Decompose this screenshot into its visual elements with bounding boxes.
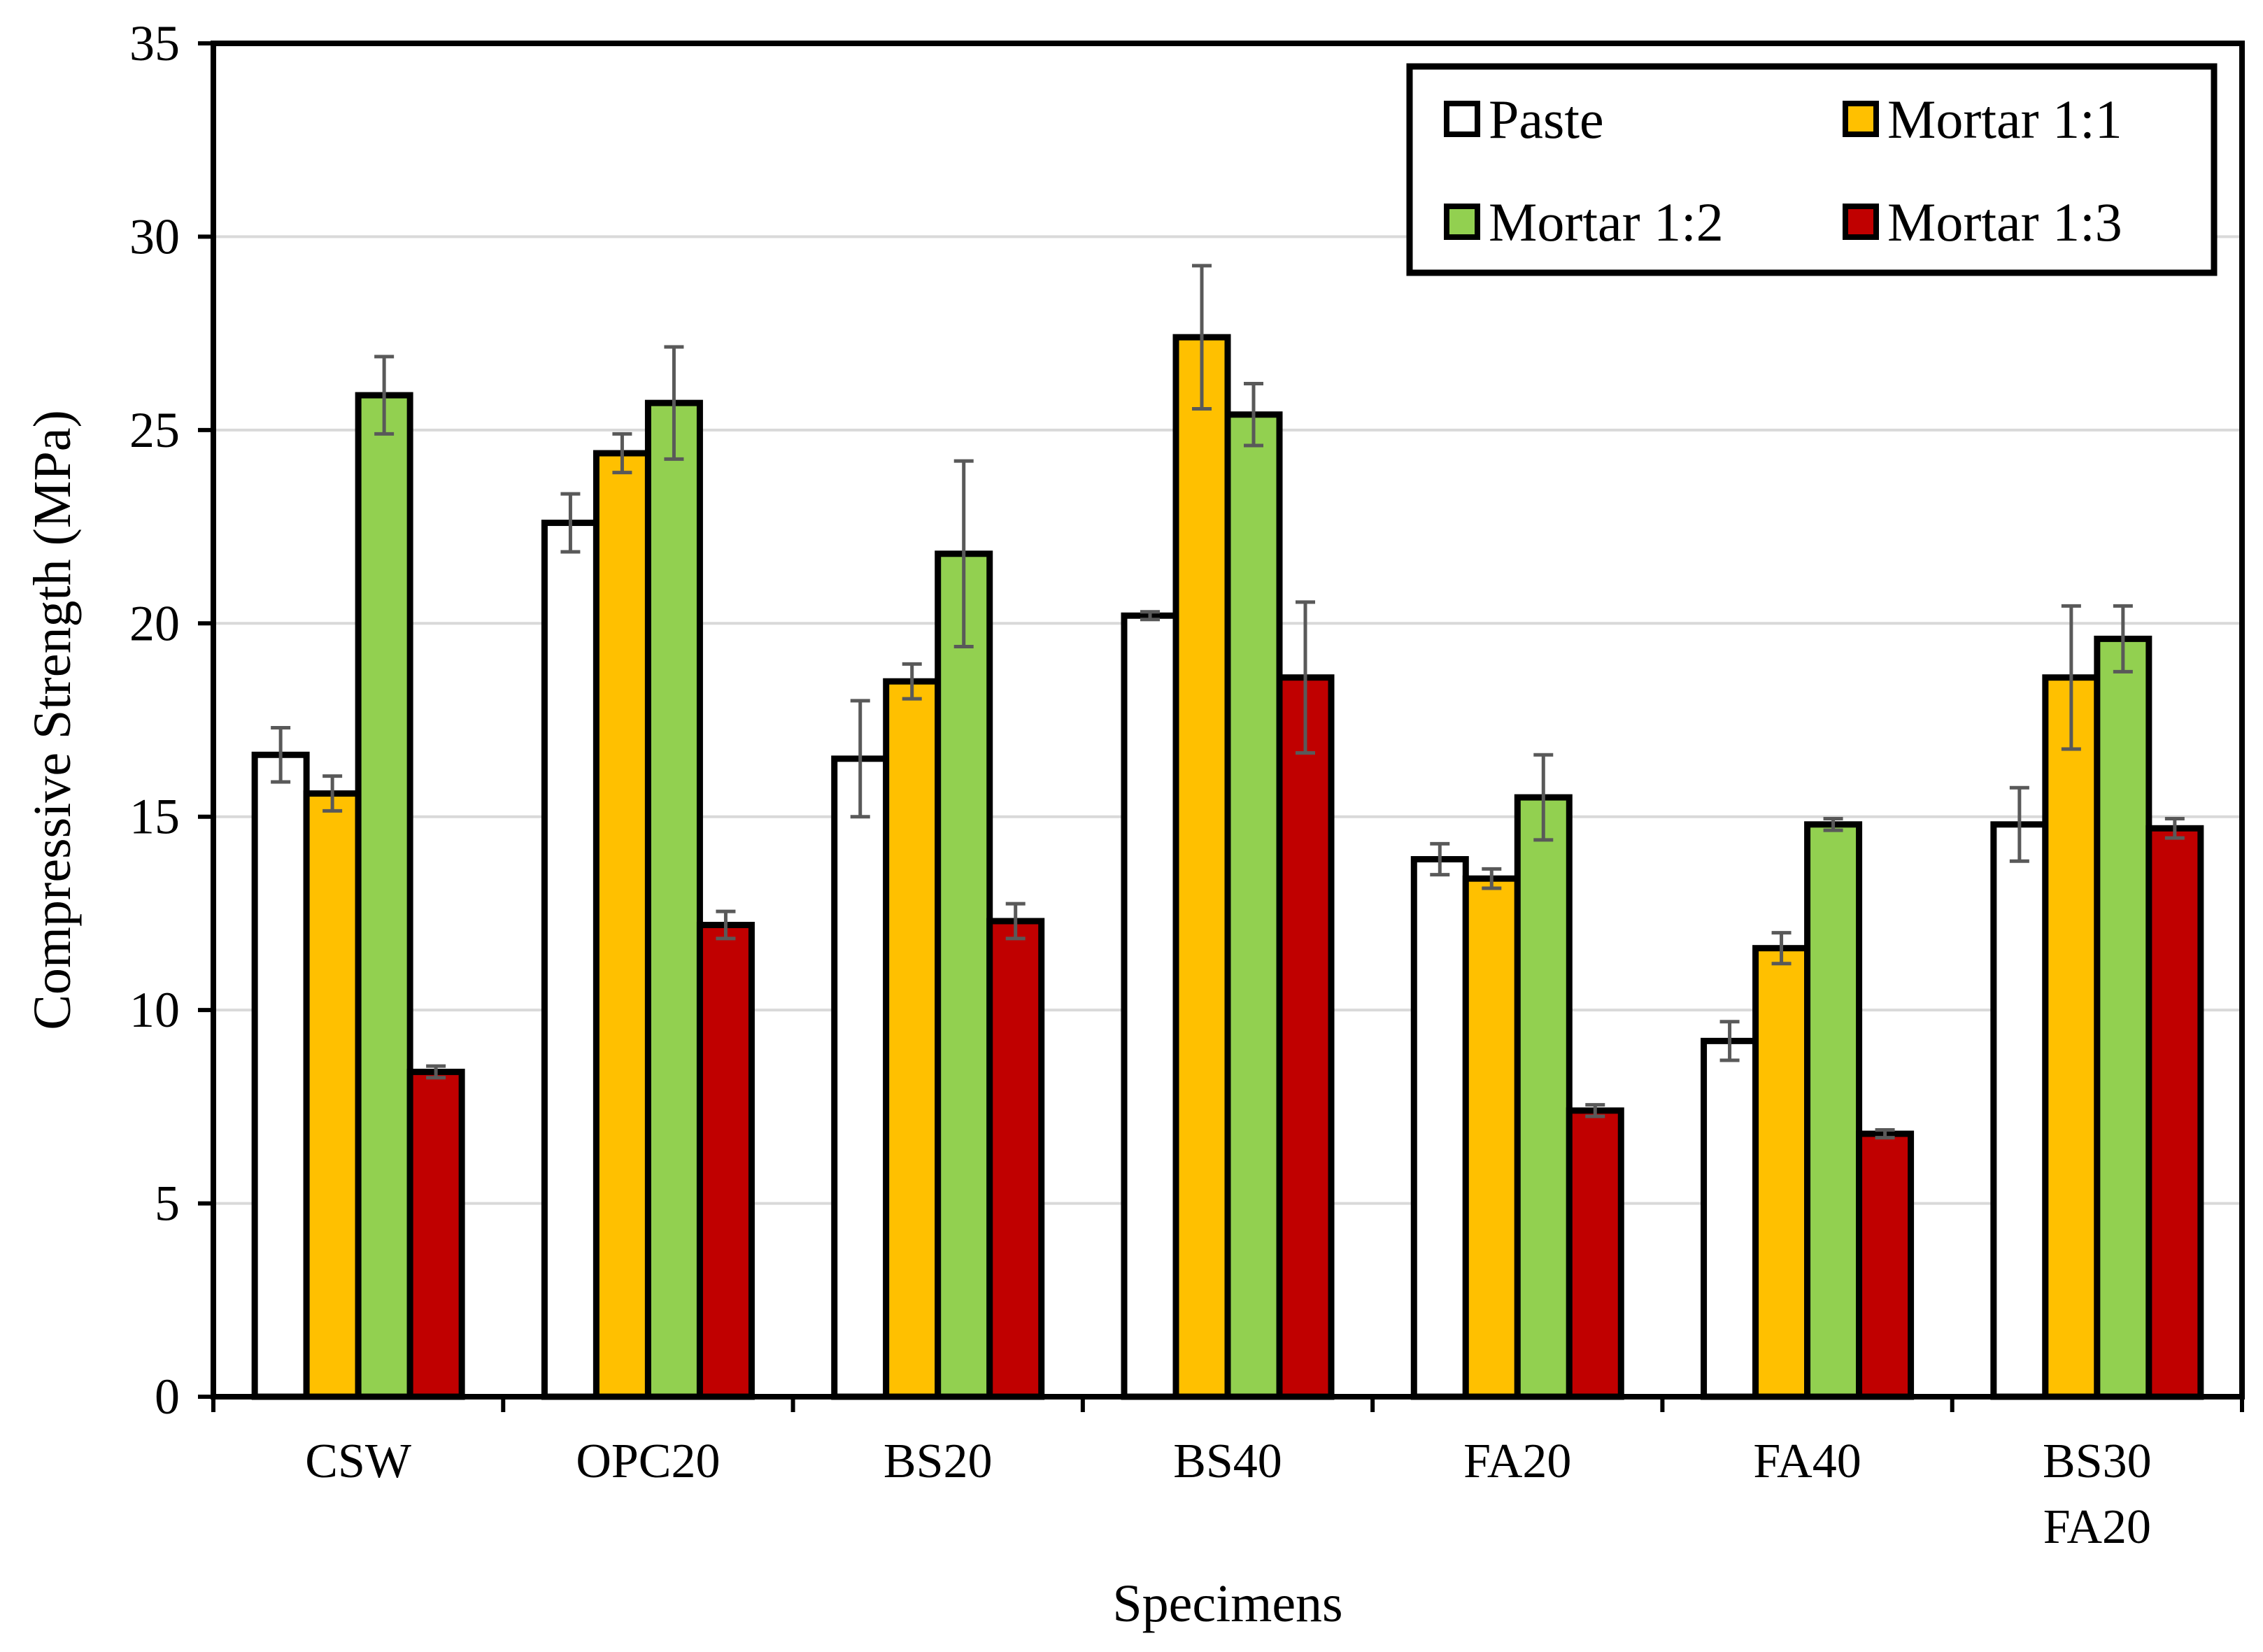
bar-paste-0: [251, 751, 310, 1400]
bar-mortar-1-1-0: [303, 790, 362, 1400]
bar-mortar-1-3-5: [1856, 1130, 1915, 1400]
y-tick-label: 30: [129, 208, 180, 264]
bars: [251, 334, 2204, 1400]
y-tick-label: 15: [129, 789, 180, 845]
y-tick-label: 35: [129, 15, 180, 71]
x-tick-label: FA40: [1753, 1434, 1861, 1488]
bar-mortar-1-2-6: [2094, 635, 2152, 1400]
legend-box: [1406, 63, 2218, 276]
legend: Paste Mortar 1:1 Mortar 1:2 Mortar 1:3: [1406, 63, 2218, 276]
x-tick-label: BS40: [1173, 1434, 1282, 1488]
x-tick-label: FA20: [2043, 1500, 2151, 1554]
legend-swatch-paste: [1444, 101, 1480, 137]
bar-mortar-1-1-2: [883, 678, 942, 1400]
bar-paste-4: [1410, 856, 1469, 1400]
x-tick-label: OPC20: [576, 1434, 720, 1488]
bar-mortar-1-3-1: [696, 922, 755, 1400]
y-tick-label: 0: [155, 1369, 180, 1425]
bar-mortar-1-3-6: [2145, 825, 2204, 1400]
bar-mortar-1-1-5: [1752, 945, 1811, 1400]
bar-paste-5: [1701, 1037, 1759, 1400]
bar-mortar-1-2-0: [355, 392, 413, 1400]
legend-swatch-mortar-1-1: [1843, 101, 1879, 137]
legend-swatch-mortar-1-2: [1444, 204, 1480, 240]
x-tick-label: BS30: [2043, 1434, 2152, 1488]
bar-mortar-1-2-5: [1804, 821, 1863, 1400]
plot-border: [211, 41, 2245, 1400]
bar-mortar-1-1-4: [1462, 875, 1521, 1400]
legend-label: Mortar 1:3: [1887, 192, 2122, 252]
y-tick-label: 5: [155, 1176, 180, 1232]
bar-mortar-1-2-3: [1224, 411, 1283, 1400]
bar-paste-2: [831, 755, 890, 1400]
bar-mortar-1-3-0: [406, 1069, 465, 1400]
legend-label: Mortar 1:1: [1887, 89, 2122, 150]
y-axis-title: Compressive Strength (MPa): [23, 410, 82, 1030]
x-tick-label: BS20: [884, 1434, 993, 1488]
y-tick-label: 25: [129, 402, 180, 458]
legend-swatch-mortar-1-3: [1843, 204, 1879, 240]
bar-mortar-1-2-2: [935, 550, 993, 1400]
legend-label: Paste: [1489, 89, 1604, 150]
x-tick-label: CSW: [305, 1434, 411, 1488]
bar-mortar-1-1-1: [593, 450, 651, 1400]
y-tick-label: 10: [129, 982, 180, 1038]
x-axis-title: Specimens: [1112, 1574, 1342, 1633]
bar-mortar-1-3-4: [1566, 1107, 1624, 1400]
bar-paste-6: [1990, 821, 2049, 1400]
bar-mortar-1-1-6: [2042, 674, 2101, 1400]
bar-paste-3: [1121, 612, 1179, 1400]
y-tick-label: 20: [129, 595, 180, 651]
bar-mortar-1-1-3: [1172, 334, 1231, 1400]
x-tick-label: FA20: [1463, 1434, 1571, 1488]
axes: 0 5 10 15 20 25 30 35 CSW OPC20 BS20 BS40 FA20 FA40 BS…: [23, 15, 2245, 1633]
bar-mortar-1-2-4: [1514, 794, 1573, 1400]
bar-mortar-1-2-1: [644, 399, 703, 1400]
legend-label: Mortar 1:2: [1489, 192, 1724, 252]
error-bars: [271, 264, 2185, 1140]
bar-mortar-1-3-2: [986, 918, 1045, 1400]
bar-mortar-1-3-3: [1276, 674, 1335, 1400]
bar-paste-1: [541, 520, 600, 1400]
